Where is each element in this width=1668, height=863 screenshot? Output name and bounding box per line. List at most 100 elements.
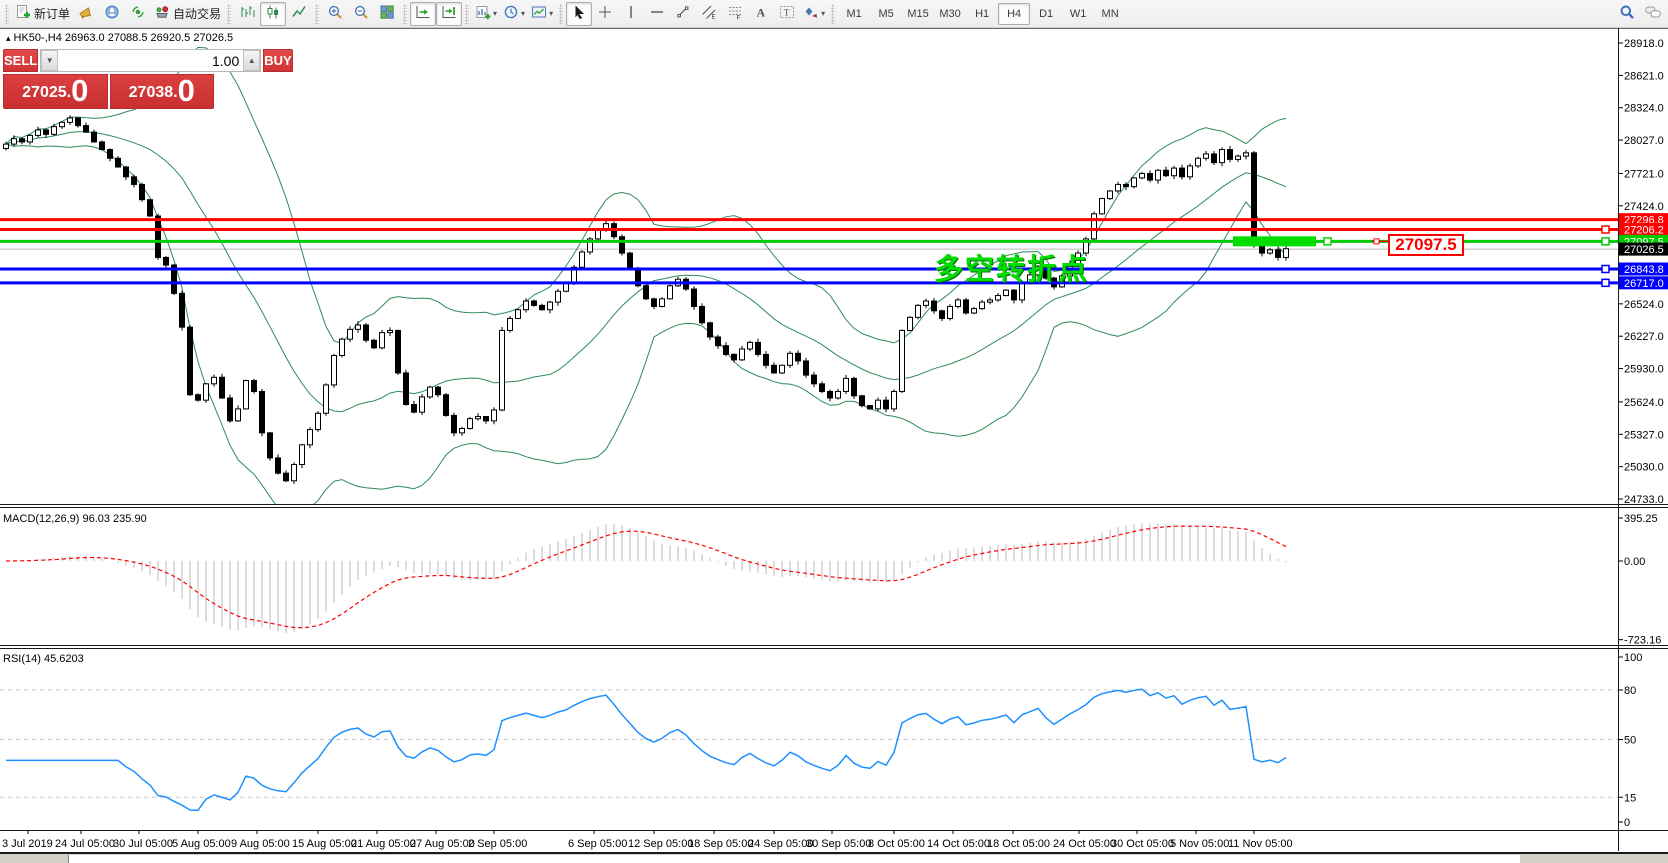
- candlestick-chart-button[interactable]: [260, 1, 287, 26]
- text-label-button[interactable]: T: [774, 2, 800, 26]
- svg-text:0.00: 0.00: [1624, 556, 1645, 568]
- line-anchor-marker: [1601, 237, 1610, 246]
- news-button[interactable]: [73, 2, 99, 26]
- svg-text:A: A: [757, 6, 766, 20]
- svg-text:T: T: [784, 9, 790, 19]
- volume-input[interactable]: [58, 50, 244, 71]
- svg-text:11 Nov 05:00: 11 Nov 05:00: [1228, 838, 1293, 850]
- svg-text:27424.0: 27424.0: [1624, 201, 1664, 213]
- svg-text:26227.0: 26227.0: [1624, 331, 1664, 343]
- svg-text:27206.2: 27206.2: [1624, 225, 1664, 237]
- line-chart-button[interactable]: [286, 2, 312, 26]
- signals-icon: [130, 4, 146, 23]
- timeframe-button-MN[interactable]: MN: [1101, 7, 1119, 20]
- svg-text:26717.0: 26717.0: [1624, 278, 1664, 290]
- svg-text:24 Jul 05:00: 24 Jul 05:00: [55, 838, 115, 850]
- timeframe-button-M1[interactable]: M1: [846, 7, 862, 20]
- timeframe-button-H1[interactable]: H1: [975, 7, 990, 20]
- price-chart-canvas[interactable]: 28918.0 28621.0 28324.0 28027.0 27721.0 27424…: [0, 28, 1668, 863]
- highlight-rectangle-object[interactable]: [1233, 236, 1316, 247]
- buy-price-display[interactable]: 27038. 0: [109, 74, 214, 109]
- chevron-down-icon: ▾: [521, 9, 526, 18]
- svg-text:15 Aug 05:00: 15 Aug 05:00: [292, 838, 357, 850]
- timeframe-button-M5[interactable]: M5: [878, 7, 894, 20]
- svg-text:24 Sep 05:00: 24 Sep 05:00: [748, 838, 813, 850]
- chart-shift-button[interactable]: [436, 1, 463, 26]
- arrows-button[interactable]: ▾: [800, 2, 828, 26]
- zoom-in-button[interactable]: [322, 2, 348, 26]
- svg-text:6 Sep 05:00: 6 Sep 05:00: [568, 838, 627, 850]
- text-tool-button[interactable]: A: [748, 2, 774, 26]
- crosshair-button[interactable]: [592, 2, 618, 26]
- template-chart-icon: [531, 4, 547, 23]
- rectangle-anchor-marker: [1323, 237, 1332, 246]
- search-icon: [1619, 4, 1635, 23]
- line-anchor-marker: [1601, 278, 1610, 288]
- auto-scroll-button[interactable]: [410, 1, 437, 26]
- vertical-line-button[interactable]: [618, 2, 644, 26]
- sell-button[interactable]: SELL: [3, 49, 39, 72]
- equidistant-channel-button[interactable]: E: [696, 2, 722, 26]
- new-chart-button[interactable]: ▾: [472, 2, 500, 26]
- svg-text:80: 80: [1624, 685, 1636, 697]
- one-click-trading-panel: SELL ▼ ▲ BUY 27025.0 27038.0: [3, 49, 293, 109]
- rsi-line: [6, 688, 1287, 812]
- svg-text:28621.0: 28621.0: [1624, 70, 1664, 82]
- sell-price-display[interactable]: 27025. 0: [3, 74, 108, 109]
- svg-text:2 Sep 05:00: 2 Sep 05:00: [468, 838, 527, 850]
- templates-button[interactable]: ▾: [528, 2, 556, 26]
- chart-shift-icon: [441, 4, 457, 23]
- chart-text-annotation[interactable]: 多空转折点: [934, 254, 1090, 286]
- tile-windows-button[interactable]: [374, 2, 400, 26]
- timeframe-button-M15[interactable]: M15: [907, 7, 929, 20]
- svg-text:5 Nov 05:00: 5 Nov 05:00: [1170, 838, 1229, 850]
- bollinger-lower-band: [5, 143, 1287, 504]
- signals-button[interactable]: [125, 2, 151, 26]
- sell-price-big-digit: 0: [71, 73, 89, 108]
- text-label-icon: T: [779, 4, 795, 23]
- chat-button[interactable]: [1640, 2, 1666, 26]
- buy-button[interactable]: BUY: [263, 49, 293, 72]
- svg-text:28027.0: 28027.0: [1624, 135, 1664, 147]
- svg-text:30 Oct 05:00: 30 Oct 05:00: [1111, 838, 1174, 850]
- svg-text:25930.0: 25930.0: [1624, 364, 1664, 376]
- svg-text:28324.0: 28324.0: [1624, 103, 1664, 115]
- chevron-down-icon: ▾: [493, 9, 498, 18]
- trendline-icon: [675, 4, 691, 23]
- toolbar-grip: [465, 3, 470, 24]
- text-icon: A: [753, 4, 769, 23]
- trendline-button[interactable]: [670, 2, 696, 26]
- cursor-button[interactable]: [566, 1, 593, 26]
- timeframe-button-M30[interactable]: M30: [939, 7, 961, 20]
- svg-text:25327.0: 25327.0: [1624, 429, 1664, 441]
- line-anchor-marker: [1601, 264, 1610, 274]
- timeframe-button-D1[interactable]: D1: [1039, 7, 1054, 20]
- crosshair-icon: [597, 4, 613, 23]
- horizontal-line-button[interactable]: [644, 2, 670, 26]
- main-toolbar: 新订单 自动交易 ▾ ▾ ▾ E F A T ▾: [0, 0, 1668, 28]
- news-icon: [78, 4, 94, 23]
- fibonacci-button[interactable]: F: [722, 2, 748, 26]
- price-callout-box[interactable]: 27097.5: [1388, 234, 1464, 256]
- volume-increase-button[interactable]: ▲: [243, 50, 261, 71]
- autotrading-icon: [154, 4, 170, 23]
- bar-chart-button[interactable]: [234, 2, 260, 26]
- autotrading-button[interactable]: 自动交易: [151, 2, 224, 26]
- new-order-icon: [15, 4, 31, 23]
- horizontal-line-icon: [649, 4, 665, 23]
- community-button[interactable]: [99, 2, 125, 26]
- bar-chart-icon: [239, 4, 255, 23]
- volume-decrease-button[interactable]: ▼: [41, 50, 59, 71]
- status-strip: [0, 852, 1668, 863]
- timeframe-button-W1[interactable]: W1: [1069, 7, 1087, 20]
- rsi-label: RSI(14) 45.6203: [3, 653, 84, 665]
- search-button[interactable]: [1614, 2, 1640, 26]
- zoom-out-button[interactable]: [348, 2, 374, 26]
- svg-text:395.25: 395.25: [1624, 513, 1658, 525]
- timeframe-button-H4[interactable]: H4: [998, 2, 1031, 25]
- periods-button[interactable]: ▾: [500, 2, 528, 26]
- new-order-button[interactable]: 新订单: [12, 2, 73, 26]
- cursor-arrow-icon: [571, 4, 587, 23]
- chart-area[interactable]: 28918.0 28621.0 28324.0 28027.0 27721.0 27424…: [0, 28, 1668, 863]
- zoom-in-icon: [327, 4, 343, 23]
